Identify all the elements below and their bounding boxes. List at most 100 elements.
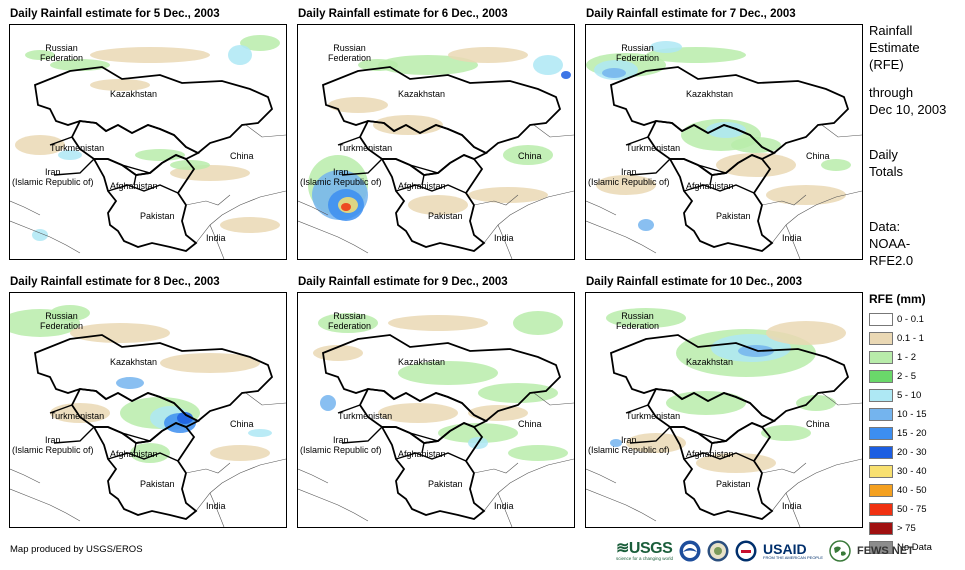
country-label-india: India: [206, 233, 226, 243]
panel-title-2: Daily Rainfall estimate for 6 Dec., 2003: [298, 8, 508, 20]
country-label-russia: Russian Federation: [328, 43, 372, 63]
rfe-legend: RFE (mm) 0 - 0.1 0.1 - 1 1 - 2 2 - 5 5 - 10 1…: [869, 292, 932, 557]
country-label-china: China: [518, 151, 542, 161]
fews-net-logo: FEWS NET: [856, 545, 914, 557]
legend-item: 2 - 5: [869, 367, 932, 386]
rainfall-map-dec-10: Russian Federation Kazakhstan Turkmenistan…: [585, 292, 863, 528]
country-label-china: China: [230, 151, 254, 161]
rainfall-area: [561, 71, 571, 79]
side-daily-totals: Daily Totals: [869, 147, 903, 179]
rainfall-area: [638, 219, 654, 231]
country-label-russia: Russian Federation: [616, 311, 660, 331]
rainfall-area: [328, 97, 388, 113]
country-label-turkmenistan: Turkmenistan: [50, 411, 105, 421]
country-label-india: India: [494, 233, 514, 243]
rainfall-area: [58, 150, 82, 160]
country-label-kazakhstan: Kazakhstan: [398, 357, 446, 367]
legend-swatch: [869, 389, 893, 402]
rainfall-area: [210, 445, 270, 461]
country-label-turkmenistan: Turkmenistan: [626, 411, 681, 421]
noaa-seal-icon: [679, 540, 701, 562]
legend-swatch: [869, 541, 893, 554]
map-credit: Map produced by USGS/EROS: [10, 544, 143, 555]
afghanistan-pakistan-border: [380, 422, 486, 520]
country-borders-thin: [10, 124, 286, 259]
country-label-india: India: [782, 501, 802, 511]
afghanistan-pakistan-border: [92, 154, 198, 252]
legend-swatch: [869, 446, 893, 459]
legend-item: 5 - 10: [869, 386, 932, 405]
legend-item: No Data: [869, 538, 932, 557]
internal-borders: [49, 404, 179, 462]
country-label-iran: Iran (Islamic Republic of): [12, 167, 94, 187]
country-label-turkmenistan: Turkmenistan: [338, 411, 393, 421]
rainfall-area: [448, 47, 528, 63]
legend-label: 50 - 75: [897, 504, 927, 515]
afghanistan-pakistan-border: [668, 154, 774, 252]
country-label-china: China: [806, 151, 830, 161]
rainfall-area: [25, 50, 55, 60]
country-label-india: India: [206, 501, 226, 511]
afghanistan-pakistan-border: [668, 422, 774, 520]
rainfall-area: [32, 229, 48, 241]
rainfall-area: [761, 425, 811, 441]
legend-item: 20 - 30: [869, 443, 932, 462]
afghanistan-pakistan-border: [380, 154, 486, 252]
legend-item: 30 - 40: [869, 462, 932, 481]
country-label-turkmenistan: Turkmenistan: [50, 143, 105, 153]
legend-item: 15 - 20: [869, 424, 932, 443]
rainfall-area: [508, 445, 568, 461]
country-label-india: India: [494, 501, 514, 511]
legend-label: 20 - 30: [897, 447, 927, 458]
side-data-source: Data: NOAA- RFE2.0: [869, 219, 914, 268]
afghanistan-pakistan-border: [92, 422, 198, 520]
country-label-afghanistan: Afghanistan: [110, 181, 158, 191]
dept-seal-icon: [707, 540, 729, 562]
rainfall-area: [228, 45, 252, 65]
legend-swatch: [869, 370, 893, 383]
panel-title-1: Daily Rainfall estimate for 5 Dec., 2003: [10, 8, 220, 20]
rainfall-area: [398, 361, 498, 385]
rainfall-area: [70, 323, 170, 343]
panel-title-3: Daily Rainfall estimate for 7 Dec., 2003: [586, 8, 796, 20]
rainfall-area: [177, 412, 193, 424]
rainfall-area: [650, 41, 682, 53]
country-label-pakistan: Pakistan: [716, 211, 751, 221]
rainfall-area: [408, 195, 468, 215]
rainfall-area: [716, 153, 796, 177]
rainfall-map-dec-9: Russian Federation Kazakhstan Turkmenistan…: [297, 292, 575, 528]
rainfall-area: [606, 308, 686, 328]
country-label-iran: Iran (Islamic Republic of): [588, 435, 670, 455]
rainfall-area: [240, 35, 280, 51]
panel-title-6: Daily Rainfall estimate for 10 Dec., 200…: [586, 276, 803, 288]
country-borders-thin: [10, 392, 286, 527]
country-label-kazakhstan: Kazakhstan: [686, 357, 734, 367]
legend-swatch: [869, 408, 893, 421]
rainfall-area: [731, 137, 781, 153]
rainfall-area: [821, 159, 851, 171]
rainfall-map-dec-6: Russian Federation Kazakhstan Turkmenistan…: [297, 24, 575, 260]
rainfall-area: [373, 115, 443, 135]
country-label-turkmenistan: Turkmenistan: [338, 143, 393, 153]
legend-label: No Data: [897, 542, 932, 553]
rainfall-area: [341, 203, 351, 211]
country-label-russia: Russian Federation: [328, 311, 372, 331]
rainfall-area: [602, 68, 626, 78]
internal-borders: [625, 404, 755, 462]
rainfall-area: [796, 395, 836, 411]
rainfall-area: [50, 305, 90, 321]
internal-borders: [625, 136, 755, 194]
legend-item: 50 - 75: [869, 500, 932, 519]
country-label-pakistan: Pakistan: [428, 211, 463, 221]
rainfall-area: [626, 433, 686, 453]
country-label-kazakhstan: Kazakhstan: [110, 89, 158, 99]
legend-label: 30 - 40: [897, 466, 927, 477]
legend-label: 0.1 - 1: [897, 333, 924, 344]
country-label-pakistan: Pakistan: [716, 479, 751, 489]
legend-label: 2 - 5: [897, 371, 917, 382]
country-label-afghanistan: Afghanistan: [398, 449, 446, 459]
country-label-afghanistan: Afghanistan: [686, 181, 734, 191]
country-label-russia: Russian Federation: [616, 43, 660, 63]
country-label-afghanistan: Afghanistan: [110, 449, 158, 459]
legend-swatch: [869, 465, 893, 478]
